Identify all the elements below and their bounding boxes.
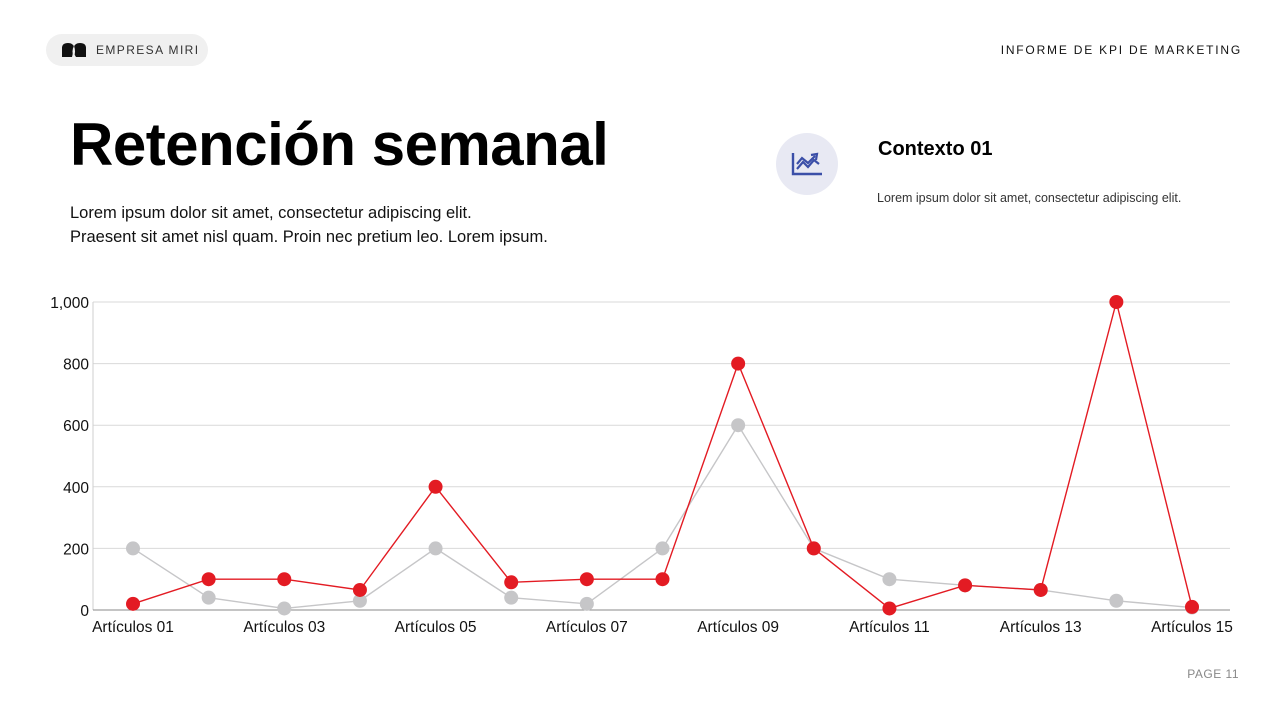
data-point xyxy=(504,590,519,605)
report-title: INFORME DE KPI DE MARKETING xyxy=(1000,43,1242,57)
data-point xyxy=(655,541,670,556)
x-tick-label: Artículos 11 xyxy=(849,619,930,636)
data-point xyxy=(126,541,140,556)
data-point xyxy=(579,596,594,611)
description-line-1: Lorem ipsum dolor sit amet, consectetur … xyxy=(70,204,472,222)
description-line-2: Praesent sit amet nisl quam. Proin nec p… xyxy=(70,228,548,246)
data-point xyxy=(126,596,140,611)
x-tick-label: Artículos 15 xyxy=(1151,619,1233,636)
data-point xyxy=(1109,593,1124,608)
data-point xyxy=(731,418,746,433)
data-point xyxy=(1033,582,1048,597)
retention-line-chart: 0 200 400 600 800 1,000 Artículos 01 Artículos … xyxy=(0,280,1280,650)
data-point xyxy=(428,479,443,494)
data-point xyxy=(579,572,594,587)
data-point xyxy=(958,578,973,593)
data-point xyxy=(352,582,367,597)
y-tick-label: 1,000 xyxy=(50,295,89,312)
y-tick-label: 200 xyxy=(63,541,89,558)
data-point xyxy=(201,590,216,605)
data-point xyxy=(504,575,519,590)
logo-icon xyxy=(62,43,86,57)
data-point xyxy=(882,572,897,587)
page-description: Lorem ipsum dolor sit amet, consectetur … xyxy=(70,201,630,249)
data-point xyxy=(655,572,670,587)
context-title: Contexto 01 xyxy=(878,138,993,160)
data-point xyxy=(277,572,292,587)
brand-name: EMPRESA MIRI xyxy=(96,43,200,57)
context-icon-circle xyxy=(776,133,838,195)
data-point xyxy=(277,601,292,616)
x-tick-label: Artículos 01 xyxy=(92,619,174,636)
data-point xyxy=(352,593,367,608)
x-tick-label: Artículos 07 xyxy=(546,619,628,636)
context-text: Lorem ipsum dolor sit amet, consectetur … xyxy=(877,191,1182,205)
data-point xyxy=(201,572,216,587)
line-chart-icon xyxy=(791,152,822,176)
data-point xyxy=(1109,295,1124,309)
y-tick-label: 800 xyxy=(63,357,89,374)
y-tick-label: 600 xyxy=(63,418,89,435)
chart-canvas: 0 200 400 600 800 1,000 Artículos 01 Artículos … xyxy=(50,295,1233,636)
series-line xyxy=(132,301,1193,610)
data-point xyxy=(428,541,443,556)
x-tick-label: Artículos 03 xyxy=(243,619,325,636)
brand-pill: EMPRESA MIRI xyxy=(46,34,208,66)
y-tick-label: 400 xyxy=(63,480,89,497)
y-tick-label: 0 xyxy=(80,603,89,620)
x-tick-label: Artículos 05 xyxy=(395,619,477,636)
data-point xyxy=(806,541,821,556)
page-number: PAGE 11 xyxy=(1187,667,1239,681)
data-point xyxy=(1185,599,1199,614)
data-point xyxy=(882,601,897,616)
data-point xyxy=(731,356,746,371)
x-tick-label: Artículos 09 xyxy=(697,619,779,636)
x-tick-label: Artículos 13 xyxy=(1000,619,1082,636)
page-title: Retención semanal xyxy=(70,111,609,178)
